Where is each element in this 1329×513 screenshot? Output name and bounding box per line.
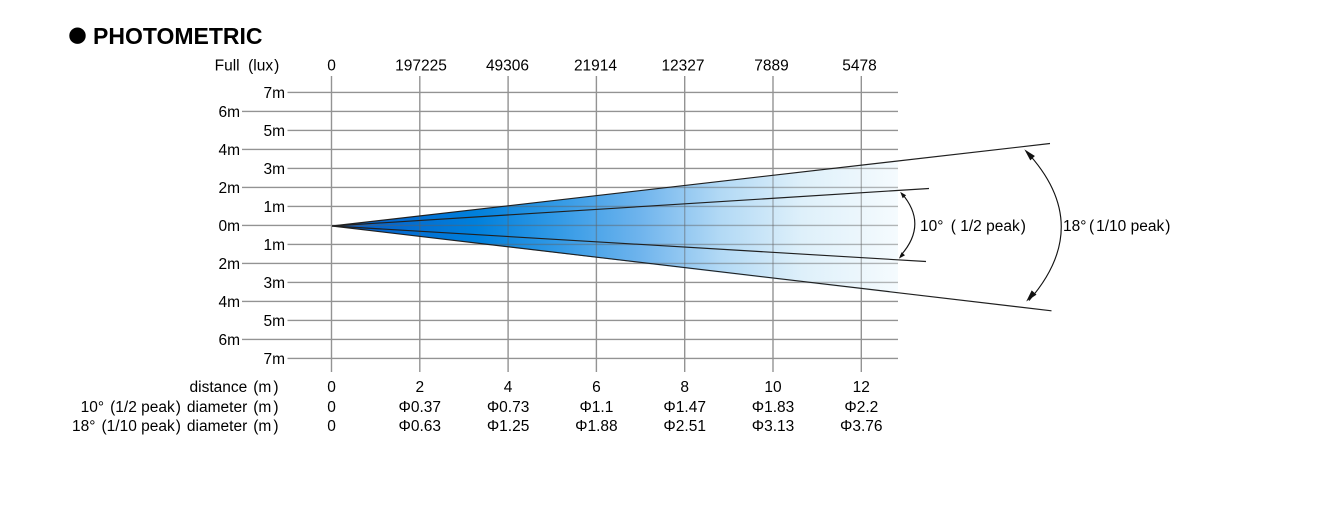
svg-text:Φ1.88: Φ1.88	[575, 418, 618, 435]
svg-text:10° ( 1/2 peak): 10° ( 1/2 peak)	[920, 218, 1026, 235]
svg-text:7889: 7889	[754, 58, 788, 75]
svg-text:Φ0.73: Φ0.73	[487, 399, 530, 416]
svg-text:5m: 5m	[263, 313, 285, 330]
svg-text:4m: 4m	[218, 294, 240, 311]
svg-text:6: 6	[592, 379, 601, 396]
svg-text:18°(1/10 peak)diameter(m): 18° (1/10 peak) diameter (m)	[72, 418, 278, 435]
svg-text:Φ0.37: Φ0.37	[399, 399, 442, 416]
svg-text:Φ2.2: Φ2.2	[844, 399, 878, 416]
svg-text:12327: 12327	[661, 58, 704, 75]
svg-text:Φ2.51: Φ2.51	[663, 418, 706, 435]
svg-text:distance(m): distance (m)	[190, 379, 279, 396]
svg-text:8: 8	[680, 379, 689, 396]
svg-text:Φ0.63: Φ0.63	[399, 418, 442, 435]
svg-text:5m: 5m	[263, 123, 285, 140]
svg-text:3m: 3m	[263, 161, 285, 178]
svg-text:2: 2	[415, 379, 424, 396]
svg-text:197225: 197225	[395, 58, 447, 75]
svg-text:Φ1.1: Φ1.1	[579, 399, 613, 416]
svg-text:0: 0	[327, 379, 336, 396]
svg-text:6m: 6m	[218, 104, 240, 121]
svg-text:Φ1.47: Φ1.47	[663, 399, 706, 416]
svg-text:4: 4	[504, 379, 513, 396]
svg-text:PHOTOMETRIC: PHOTOMETRIC	[93, 23, 263, 49]
svg-text:49306: 49306	[486, 58, 529, 75]
svg-text:0: 0	[327, 399, 336, 416]
svg-text:7m: 7m	[263, 351, 285, 368]
svg-text:1m: 1m	[263, 237, 285, 254]
svg-text:Φ3.76: Φ3.76	[840, 418, 883, 435]
svg-text:7m: 7m	[263, 85, 285, 102]
svg-text:0: 0	[327, 418, 336, 435]
svg-text:4m: 4m	[218, 142, 240, 159]
svg-text:Φ1.25: Φ1.25	[487, 418, 530, 435]
svg-text:0: 0	[327, 58, 336, 75]
svg-text:1m: 1m	[263, 199, 285, 216]
svg-text:6m: 6m	[218, 332, 240, 349]
svg-text:10: 10	[764, 379, 782, 396]
svg-text:12: 12	[853, 379, 870, 396]
svg-text:0m: 0m	[218, 218, 240, 235]
svg-text:3m: 3m	[263, 275, 285, 292]
svg-text:18°(1/10 peak): 18°(1/10 peak)	[1063, 218, 1170, 235]
svg-text:Φ3.13: Φ3.13	[752, 418, 795, 435]
svg-text:21914: 21914	[574, 58, 617, 75]
svg-text:5478: 5478	[842, 58, 876, 75]
svg-text:Φ1.83: Φ1.83	[752, 399, 795, 416]
svg-text:2m: 2m	[218, 256, 240, 273]
svg-text:2m: 2m	[218, 180, 240, 197]
svg-text:10°(1/2 peak)diameter(m): 10° (1/2 peak) diameter (m)	[81, 399, 279, 416]
